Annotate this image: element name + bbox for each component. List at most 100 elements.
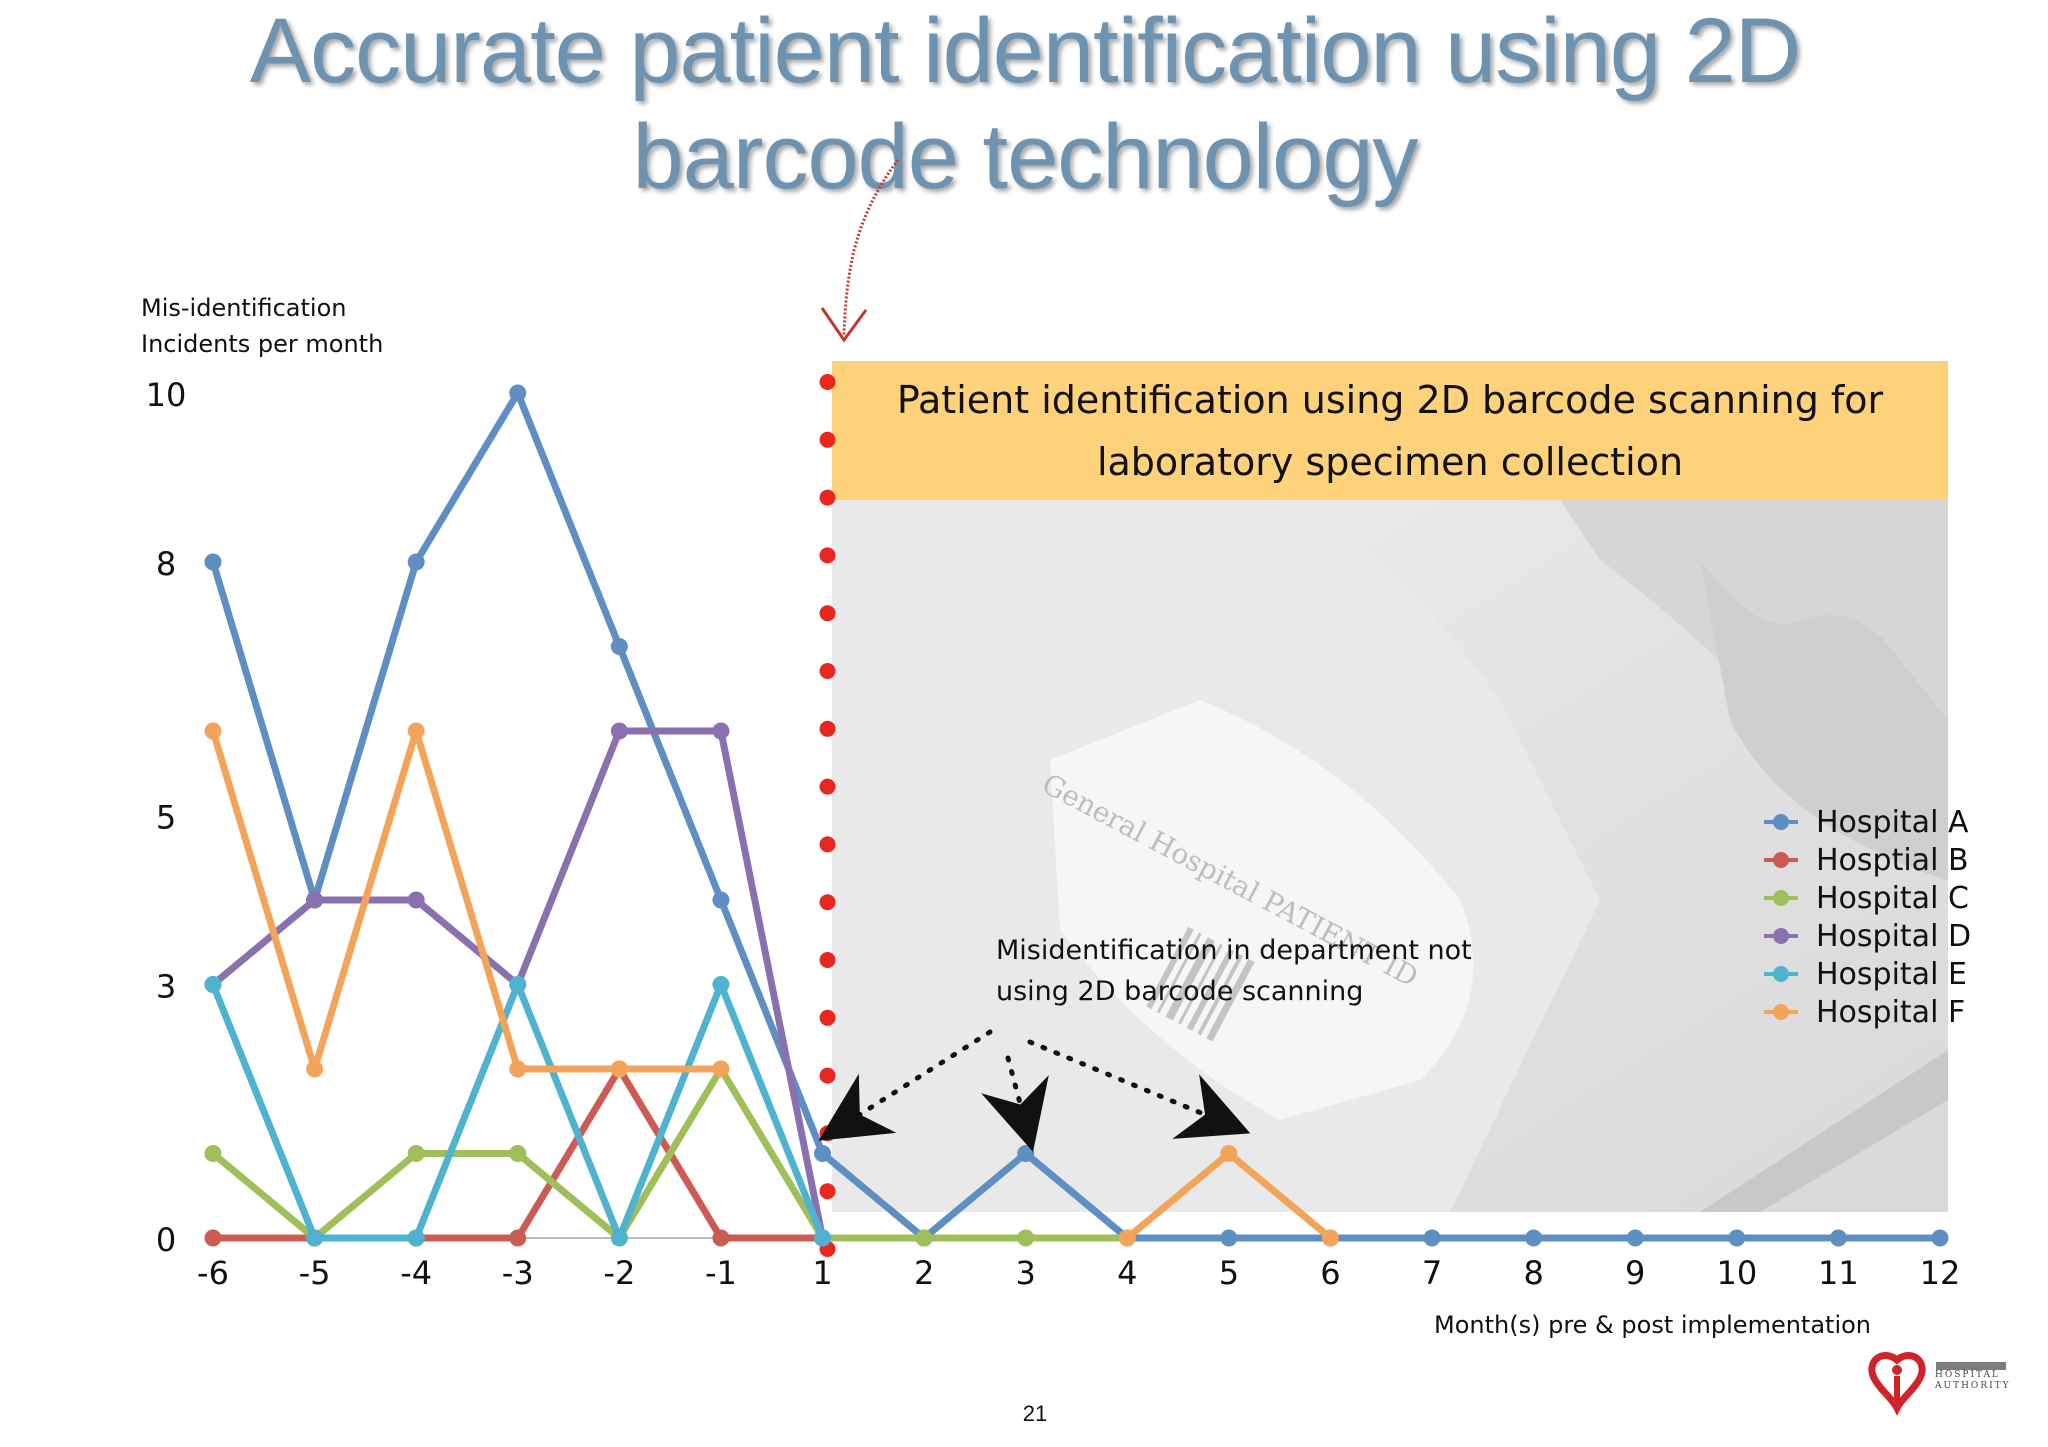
annotation-line-1: Misidentification in department not bbox=[996, 935, 1472, 966]
legend-item: Hospital A bbox=[1764, 803, 1971, 841]
data-point bbox=[204, 976, 222, 993]
legend-item: Hospital D bbox=[1764, 917, 1971, 955]
x-axis-label: Month(s) pre & post implementation bbox=[1434, 1311, 1872, 1339]
data-point bbox=[204, 1229, 222, 1247]
data-point bbox=[1728, 1229, 1746, 1247]
legend-label: Hosptial B bbox=[1816, 842, 1969, 878]
implementation-marker-dot bbox=[819, 1183, 836, 1200]
data-point bbox=[509, 976, 527, 993]
data-point bbox=[204, 1145, 222, 1162]
data-point bbox=[407, 1145, 425, 1162]
data-point bbox=[610, 722, 628, 740]
legend-label: Hospital D bbox=[1816, 918, 1972, 954]
implementation-marker-dot bbox=[819, 720, 836, 737]
data-point bbox=[1220, 1145, 1238, 1162]
implementation-marker-dot bbox=[819, 836, 836, 853]
legend-marker bbox=[1764, 1004, 1798, 1020]
x-tick-label: -4 bbox=[400, 1254, 432, 1292]
annotation-arrow bbox=[1027, 1039, 1251, 1139]
x-tick-label: -6 bbox=[197, 1254, 229, 1292]
data-point bbox=[1423, 1229, 1441, 1247]
data-point bbox=[814, 1229, 832, 1247]
data-point bbox=[1118, 1229, 1136, 1247]
hospital-authority-logo bbox=[1868, 1352, 2006, 1416]
logo-text-line-2: AUTHORITY bbox=[1935, 1381, 2011, 1391]
implementation-marker-dot bbox=[819, 431, 836, 448]
implementation-marker-dot bbox=[819, 952, 836, 968]
data-point bbox=[407, 891, 425, 909]
x-tick-label: 12 bbox=[1920, 1254, 1961, 1292]
legend-label: Hospital F bbox=[1816, 994, 1966, 1030]
y-axis-label-line-2: Incidents per month bbox=[141, 330, 384, 358]
data-point bbox=[1220, 1229, 1238, 1247]
data-point bbox=[1017, 1229, 1035, 1247]
page-number: 21 bbox=[1022, 1401, 1048, 1426]
data-point bbox=[509, 1145, 527, 1162]
series-line bbox=[209, 389, 1940, 1242]
legend-marker bbox=[1764, 814, 1798, 830]
x-tick-label: -1 bbox=[705, 1254, 737, 1292]
data-point bbox=[1321, 1229, 1339, 1247]
x-tick-label: 10 bbox=[1716, 1254, 1757, 1292]
y-axis-label-line-1: Mis-identification bbox=[141, 294, 347, 322]
data-point bbox=[509, 384, 527, 402]
data-point bbox=[407, 1229, 425, 1247]
legend-label: Hospital C bbox=[1816, 880, 1969, 916]
implementation-marker-dot bbox=[819, 1009, 836, 1026]
data-point bbox=[712, 1060, 730, 1078]
x-tick-label: 2 bbox=[914, 1254, 934, 1292]
implementation-marker-dot bbox=[819, 1125, 836, 1142]
data-point bbox=[407, 722, 425, 740]
x-tick-label: 7 bbox=[1422, 1254, 1442, 1292]
data-point bbox=[712, 1229, 730, 1247]
x-tick-label: -3 bbox=[502, 1254, 534, 1292]
legend-marker bbox=[1764, 852, 1798, 868]
data-point bbox=[1931, 1229, 1949, 1247]
data-point bbox=[712, 976, 730, 993]
data-point bbox=[1626, 1229, 1644, 1247]
series-hospital-a bbox=[204, 384, 1949, 1247]
x-tick-label: -2 bbox=[603, 1254, 635, 1292]
annotation-text: Misidentification in department not usin… bbox=[996, 930, 1472, 1012]
implementation-marker-dot bbox=[819, 547, 836, 564]
annotation-line-2: using 2D barcode scanning bbox=[996, 976, 1364, 1007]
data-point bbox=[509, 1060, 527, 1078]
legend-label: Hospital A bbox=[1816, 804, 1969, 840]
legend-item: Hospital C bbox=[1764, 879, 1971, 917]
series-line bbox=[1125, 1150, 1333, 1241]
logo-text: HOSPITAL AUTHORITY bbox=[1935, 1370, 2011, 1392]
data-point bbox=[407, 553, 425, 571]
banner-line-1: Patient identification using 2D barcode … bbox=[896, 377, 1884, 422]
y-tick-label: 5 bbox=[156, 799, 176, 837]
series-hospital-e bbox=[204, 976, 832, 1247]
series-hospital-c bbox=[204, 1060, 1136, 1247]
implementation-marker-dot bbox=[819, 778, 836, 795]
legend-item: Hospital E bbox=[1764, 955, 1971, 993]
data-point bbox=[610, 1060, 628, 1078]
data-point bbox=[509, 1229, 527, 1247]
implementation-marker-dot bbox=[819, 374, 836, 390]
data-point bbox=[1017, 1145, 1035, 1162]
implementation-marker-line bbox=[819, 374, 836, 1257]
hand-drawn-arrow-head bbox=[820, 307, 868, 343]
data-point bbox=[1525, 1229, 1543, 1247]
data-point bbox=[204, 553, 222, 571]
legend-marker bbox=[1764, 966, 1798, 982]
banner-line-2: laboratory specimen collection bbox=[1096, 439, 1684, 484]
annotation-arrow bbox=[981, 1055, 1049, 1152]
logo-text-line-1: HOSPITAL bbox=[1935, 1370, 2000, 1380]
x-tick-label: 9 bbox=[1625, 1254, 1645, 1292]
legend-item: Hosptial B bbox=[1764, 841, 1971, 879]
data-point bbox=[814, 1145, 832, 1162]
y-tick-label: 0 bbox=[156, 1221, 176, 1259]
x-tick-label: 11 bbox=[1818, 1254, 1859, 1292]
implementation-marker-dot bbox=[819, 1067, 836, 1084]
data-point bbox=[306, 1060, 324, 1078]
data-point bbox=[915, 1229, 933, 1247]
y-tick-label: 8 bbox=[156, 545, 176, 583]
annotation-arrow bbox=[818, 1029, 993, 1141]
x-tick-label: 5 bbox=[1219, 1254, 1239, 1292]
